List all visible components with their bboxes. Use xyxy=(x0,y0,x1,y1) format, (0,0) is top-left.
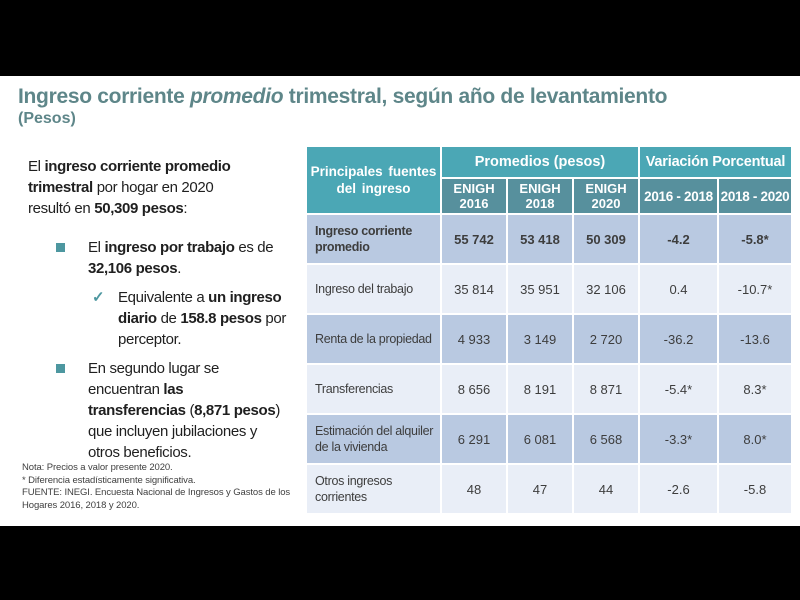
table-cell: 8 871 xyxy=(574,365,638,413)
table-cell: -5.4* xyxy=(640,365,717,413)
table-subheader-2018-2020: 2018 - 2020 xyxy=(719,179,791,213)
table-cell: 8.3* xyxy=(719,365,791,413)
table-cell: 6 291 xyxy=(442,415,506,463)
page-subtitle: (Pesos) xyxy=(18,110,76,127)
table-cell: -2.6 xyxy=(640,465,717,513)
bullet-square-icon xyxy=(56,364,65,373)
table-cell: -36.2 xyxy=(640,315,717,363)
footnotes: Nota: Precios a valor presente 2020. * D… xyxy=(22,462,312,512)
table-subheader-enigh-2016: ENIGH 2016 xyxy=(442,179,506,213)
table-cell: 0.4 xyxy=(640,265,717,313)
check-text: Equivalente a un ingreso diario de 158.8… xyxy=(118,289,287,348)
table-cell: -5.8* xyxy=(719,215,791,263)
table-subheader-2016-2018: 2016 - 2018 xyxy=(640,179,717,213)
table-header-promedios: Promedios (pesos) xyxy=(442,147,638,177)
table-cell: 4 933 xyxy=(442,315,506,363)
table-cell: 47 xyxy=(508,465,572,513)
table-row-label: Renta de la propiedad xyxy=(307,315,440,363)
bullet-square-icon xyxy=(56,243,65,252)
slide: Ingreso corriente promedio trimestral, s… xyxy=(0,76,800,526)
table-cell: 8 191 xyxy=(508,365,572,413)
check-icon: ✓ xyxy=(92,289,105,306)
table-cell: 8 656 xyxy=(442,365,506,413)
source-line: FUENTE: INEGI. Encuesta Nacional de Ingr… xyxy=(22,487,291,511)
table-cell: 32 106 xyxy=(574,265,638,313)
table-row-label: Ingreso del trabajo xyxy=(307,265,440,313)
table-row-label: Ingreso corriente promedio xyxy=(307,215,440,263)
table-cell: 55 742 xyxy=(442,215,506,263)
table-cell: -13.6 xyxy=(719,315,791,363)
table-subheader-enigh-2020: ENIGH 2020 xyxy=(574,179,638,213)
bullet-text: El ingreso por trabajo es de 32,106 peso… xyxy=(88,239,274,277)
bullet-text: En segundo lugar se encuentran las trans… xyxy=(88,360,280,461)
table-cell: 6 568 xyxy=(574,415,638,463)
table-cell: 53 418 xyxy=(508,215,572,263)
title-italic: promedio xyxy=(189,85,284,108)
table-cell: 48 xyxy=(442,465,506,513)
table-cell: -3.3* xyxy=(640,415,717,463)
note-significance-line: * Diferencia estadísticamente significat… xyxy=(22,474,196,486)
table-cell: 8.0* xyxy=(719,415,791,463)
table-row-label: Estimación del alquiler de la vivienda xyxy=(307,415,440,463)
table-subheader-enigh-2018: ENIGH 2018 xyxy=(508,179,572,213)
income-table: Principales fuentes del ingreso Promedio… xyxy=(307,147,791,513)
table-cell: 35 814 xyxy=(442,265,506,313)
table-cell: -4.2 xyxy=(640,215,717,263)
table-cell: 2 720 xyxy=(574,315,638,363)
intro-paragraph: El ingreso corriente promedio trimestral… xyxy=(28,158,231,217)
title-pre: Ingreso corriente xyxy=(18,85,190,108)
table-cell: 3 149 xyxy=(508,315,572,363)
table-header-variacion: Variación Porcentual xyxy=(640,147,791,177)
table-cell: -10.7* xyxy=(719,265,791,313)
title-post: trimestral, según año de levantamiento xyxy=(283,85,668,108)
table-row-label: Transferencias xyxy=(307,365,440,413)
table-cell: 50 309 xyxy=(574,215,638,263)
table-cell: 35 951 xyxy=(508,265,572,313)
table-cell: 44 xyxy=(574,465,638,513)
note-line: Nota: Precios a valor presente 2020. xyxy=(22,462,173,473)
table-cell: -5.8 xyxy=(719,465,791,513)
table-header-principales-fuentes: Principales fuentes del ingreso xyxy=(307,147,440,213)
page-title: Ingreso corriente promedio trimestral, s… xyxy=(18,84,788,109)
table-cell: 6 081 xyxy=(508,415,572,463)
table-row-label: Otros ingresos corrientes xyxy=(307,465,440,513)
